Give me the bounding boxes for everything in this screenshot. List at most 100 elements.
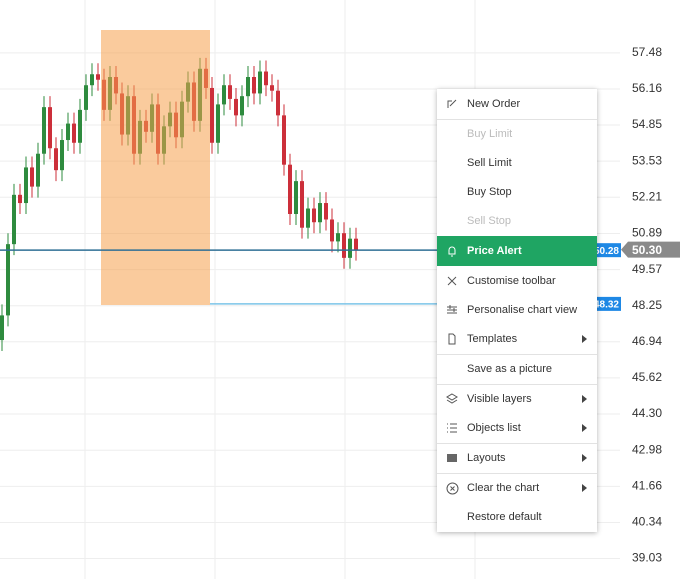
candle-body — [240, 96, 244, 116]
price-tag — [621, 241, 680, 258]
y-tick-label: 52.21 — [632, 189, 662, 203]
icon — [446, 482, 458, 494]
label: Sell Stop — [467, 215, 512, 227]
candle-body — [18, 194, 22, 204]
candle-body — [222, 85, 226, 105]
separator — [437, 119, 597, 120]
icon — [447, 454, 457, 462]
y-tick-label: 48.25 — [632, 298, 662, 312]
candle-body — [24, 167, 28, 204]
candle-body — [258, 71, 262, 94]
menu-item[interactable]: Buy Stop — [437, 178, 597, 206]
menu-item[interactable]: Clear the chart — [437, 474, 597, 502]
level-tag-label: 50.28 — [594, 246, 619, 257]
candle-body — [60, 140, 64, 171]
level-tag-label: 48.32 — [594, 300, 619, 311]
candle-body — [36, 153, 40, 187]
y-tick-label: 39.03 — [632, 551, 662, 565]
highlight-box[interactable] — [101, 30, 210, 305]
icon — [447, 423, 457, 433]
menu-item[interactable]: Sell Limit — [437, 149, 597, 177]
candle-body — [282, 115, 286, 165]
menu-item[interactable]: Layouts — [437, 444, 597, 472]
candle-body — [30, 167, 34, 187]
menu-item[interactable]: New Order — [437, 90, 597, 118]
label: Clear the chart — [467, 482, 540, 494]
separator — [437, 443, 597, 444]
candle-body — [234, 98, 238, 116]
y-tick-label: 57.48 — [632, 45, 662, 59]
candle-body — [354, 238, 358, 250]
candle-body — [330, 219, 334, 242]
candle-body — [348, 238, 352, 258]
separator — [437, 384, 597, 385]
candle-body — [342, 233, 346, 258]
menu-item: Sell Stop — [437, 207, 597, 235]
candle-body — [66, 123, 70, 141]
icon — [447, 276, 457, 286]
separator — [437, 473, 597, 474]
y-tick-label: 40.34 — [632, 515, 662, 529]
candle-body — [276, 90, 280, 116]
menu-item[interactable]: Save as a picture — [437, 355, 597, 383]
label: Price Alert — [467, 245, 522, 257]
menu-item: Buy Limit — [437, 120, 597, 148]
candle-body — [54, 148, 58, 171]
y-tick-label: 49.57 — [632, 262, 662, 276]
candle-body — [96, 74, 100, 80]
label: Save as a picture — [467, 363, 552, 375]
y-tick-label: 50.89 — [632, 226, 662, 240]
candle-body — [90, 74, 94, 86]
candle-body — [0, 315, 4, 341]
candle-body — [264, 71, 268, 86]
menu-item[interactable]: Objects list — [437, 414, 597, 442]
y-tick-label: 41.66 — [632, 479, 662, 493]
menu-item[interactable]: Restore default — [437, 503, 597, 531]
label: Buy Limit — [467, 128, 513, 140]
label: Buy Stop — [467, 186, 512, 198]
context-menu[interactable]: New Order Buy Limit Sell Limit Buy Stop … — [437, 89, 597, 532]
candle-body — [6, 244, 10, 316]
label: New Order — [467, 98, 521, 110]
menu-item[interactable]: Templates — [437, 325, 597, 353]
label: Visible layers — [467, 393, 532, 405]
label: Restore default — [467, 511, 542, 523]
separator — [437, 354, 597, 355]
menu-item[interactable]: Visible layers — [437, 385, 597, 413]
candle-body — [42, 107, 46, 154]
candle-body — [270, 85, 274, 91]
candle-body — [246, 76, 250, 97]
icon — [446, 393, 458, 404]
label: Objects list — [467, 422, 521, 434]
price-tag-label: 50.30 — [632, 243, 662, 257]
candle-body — [288, 164, 292, 215]
icon — [447, 305, 457, 314]
candle-body — [294, 181, 298, 215]
candle-body — [72, 123, 76, 143]
label: Customise toolbar — [467, 275, 556, 287]
y-tick-label: 44.30 — [632, 406, 662, 420]
label: Sell Limit — [467, 157, 512, 169]
label: Templates — [467, 333, 518, 345]
icon — [448, 246, 456, 257]
menu-item[interactable]: Customise toolbar — [437, 267, 597, 295]
icon — [447, 99, 457, 108]
candle-body — [324, 203, 328, 220]
candle-body — [216, 104, 220, 143]
candle-body — [210, 87, 214, 143]
candle-body — [12, 194, 16, 245]
menu-item[interactable]: Price Alert — [437, 236, 597, 266]
menu-item[interactable]: Personalise chart view — [437, 296, 597, 324]
y-tick-label: 53.53 — [632, 153, 662, 167]
y-tick-label: 46.94 — [632, 334, 662, 348]
icon — [448, 333, 456, 345]
candle-body — [78, 109, 82, 143]
y-tick-label: 42.98 — [632, 442, 662, 456]
candle-body — [300, 181, 304, 228]
label: Layouts — [467, 452, 506, 464]
candle-body — [336, 233, 340, 242]
candle-body — [318, 203, 322, 223]
candle-body — [252, 76, 256, 94]
